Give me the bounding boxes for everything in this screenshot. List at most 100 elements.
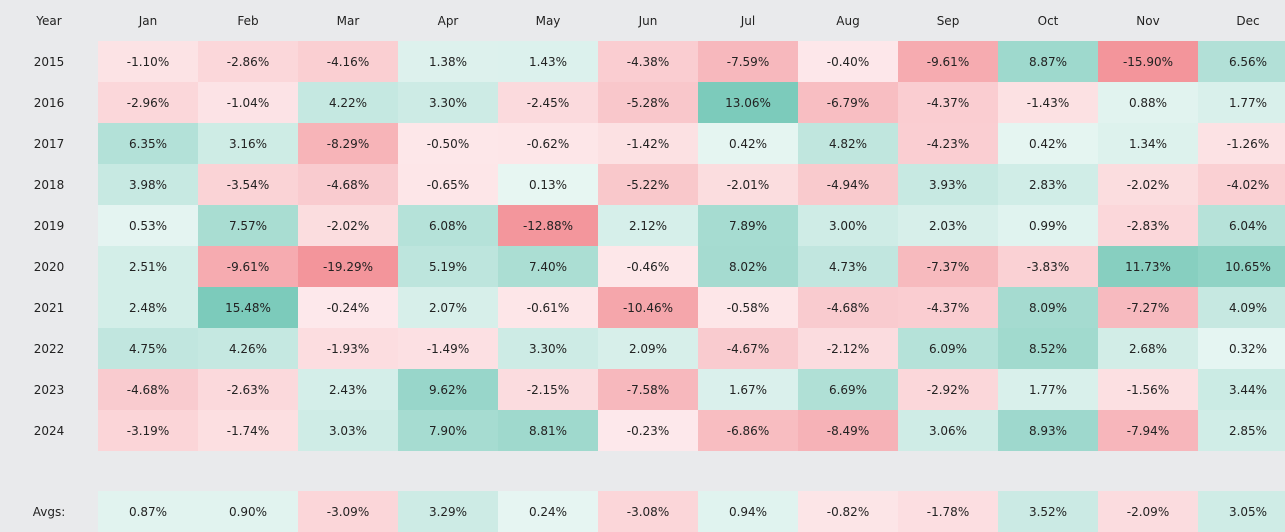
return-cell: -7.37% bbox=[898, 246, 998, 287]
return-cell: 6.08% bbox=[398, 205, 498, 246]
return-cell: -2.12% bbox=[798, 328, 898, 369]
return-cell: -3.54% bbox=[198, 164, 298, 205]
avg-cell: -3.09% bbox=[298, 491, 398, 532]
return-cell: -4.94% bbox=[798, 164, 898, 205]
return-cell: 2.43% bbox=[298, 369, 398, 410]
return-cell: 4.22% bbox=[298, 82, 398, 123]
return-cell: -4.16% bbox=[298, 41, 398, 82]
year-label: 2015 bbox=[33, 54, 65, 69]
column-header: Year bbox=[36, 13, 62, 28]
return-cell: 0.42% bbox=[698, 123, 798, 164]
year-label: 2017 bbox=[33, 136, 65, 151]
return-cell: 8.81% bbox=[498, 410, 598, 451]
column-header: Mar bbox=[336, 13, 360, 28]
return-cell: 10.65% bbox=[1198, 246, 1285, 287]
return-cell: -10.46% bbox=[598, 287, 698, 328]
return-cell: 8.52% bbox=[998, 328, 1098, 369]
return-cell: -0.40% bbox=[798, 41, 898, 82]
return-cell: -1.56% bbox=[1098, 369, 1198, 410]
return-cell: 4.75% bbox=[98, 328, 198, 369]
return-cell: 2.51% bbox=[98, 246, 198, 287]
return-cell: -4.68% bbox=[298, 164, 398, 205]
avg-cell: -0.82% bbox=[798, 491, 898, 532]
return-cell: -1.49% bbox=[398, 328, 498, 369]
year-label: 2016 bbox=[33, 95, 65, 110]
year-label: 2018 bbox=[33, 177, 65, 192]
return-cell: 1.34% bbox=[1098, 123, 1198, 164]
return-cell: 8.09% bbox=[998, 287, 1098, 328]
return-cell: 3.06% bbox=[898, 410, 998, 451]
return-cell: -0.50% bbox=[398, 123, 498, 164]
return-cell: -9.61% bbox=[198, 246, 298, 287]
return-cell: -2.83% bbox=[1098, 205, 1198, 246]
return-cell: -2.86% bbox=[198, 41, 298, 82]
return-cell: 4.82% bbox=[798, 123, 898, 164]
return-cell: 2.85% bbox=[1198, 410, 1285, 451]
avg-cell: -2.09% bbox=[1098, 491, 1198, 532]
year-label: 2021 bbox=[33, 300, 65, 315]
return-cell: 3.30% bbox=[498, 328, 598, 369]
avg-cell: -1.78% bbox=[898, 491, 998, 532]
column-header: Oct bbox=[1037, 13, 1059, 28]
return-cell: -1.74% bbox=[198, 410, 298, 451]
return-cell: 4.73% bbox=[798, 246, 898, 287]
return-cell: 2.68% bbox=[1098, 328, 1198, 369]
avg-cell: 3.52% bbox=[998, 491, 1098, 532]
return-cell: 7.57% bbox=[198, 205, 298, 246]
return-cell: 8.93% bbox=[998, 410, 1098, 451]
return-cell: -2.02% bbox=[298, 205, 398, 246]
avg-cell: 3.05% bbox=[1198, 491, 1285, 532]
return-cell: -1.10% bbox=[98, 41, 198, 82]
return-cell: -12.88% bbox=[498, 205, 598, 246]
return-cell: 2.48% bbox=[98, 287, 198, 328]
avg-cell: -3.08% bbox=[598, 491, 698, 532]
return-cell: -4.68% bbox=[798, 287, 898, 328]
return-cell: -4.37% bbox=[898, 82, 998, 123]
return-cell: 2.03% bbox=[898, 205, 998, 246]
return-cell: 1.43% bbox=[498, 41, 598, 82]
avg-cell: 0.24% bbox=[498, 491, 598, 532]
return-cell: 0.88% bbox=[1098, 82, 1198, 123]
return-cell: 3.00% bbox=[798, 205, 898, 246]
avg-cell: 0.90% bbox=[198, 491, 298, 532]
return-cell: 3.16% bbox=[198, 123, 298, 164]
return-cell: -5.22% bbox=[598, 164, 698, 205]
return-cell: 1.77% bbox=[998, 369, 1098, 410]
return-cell: -4.23% bbox=[898, 123, 998, 164]
return-cell: 0.13% bbox=[498, 164, 598, 205]
return-cell: 3.93% bbox=[898, 164, 998, 205]
return-cell: -19.29% bbox=[298, 246, 398, 287]
return-cell: -4.67% bbox=[698, 328, 798, 369]
return-cell: -3.19% bbox=[98, 410, 198, 451]
return-cell: -0.65% bbox=[398, 164, 498, 205]
return-cell: 0.42% bbox=[998, 123, 1098, 164]
year-label: 2024 bbox=[33, 423, 65, 438]
year-label: 2023 bbox=[33, 382, 65, 397]
return-cell: -15.90% bbox=[1098, 41, 1198, 82]
year-label: 2020 bbox=[33, 259, 65, 274]
return-cell: -2.15% bbox=[498, 369, 598, 410]
return-cell: -2.63% bbox=[198, 369, 298, 410]
avg-cell: 3.29% bbox=[398, 491, 498, 532]
return-cell: -2.96% bbox=[98, 82, 198, 123]
return-cell: 13.06% bbox=[698, 82, 798, 123]
return-cell: 15.48% bbox=[198, 287, 298, 328]
return-cell: 7.89% bbox=[698, 205, 798, 246]
return-cell: -0.23% bbox=[598, 410, 698, 451]
return-cell: -0.61% bbox=[498, 287, 598, 328]
return-cell: -0.46% bbox=[598, 246, 698, 287]
avg-cell: 0.94% bbox=[698, 491, 798, 532]
return-cell: -9.61% bbox=[898, 41, 998, 82]
return-cell: -8.49% bbox=[798, 410, 898, 451]
return-cell: 0.99% bbox=[998, 205, 1098, 246]
return-cell: 6.56% bbox=[1198, 41, 1285, 82]
return-cell: 3.30% bbox=[398, 82, 498, 123]
return-cell: -1.93% bbox=[298, 328, 398, 369]
column-header: Feb bbox=[237, 13, 259, 28]
column-header: Jan bbox=[138, 13, 158, 28]
return-cell: 1.77% bbox=[1198, 82, 1285, 123]
column-header: Aug bbox=[836, 13, 860, 28]
return-cell: 6.35% bbox=[98, 123, 198, 164]
